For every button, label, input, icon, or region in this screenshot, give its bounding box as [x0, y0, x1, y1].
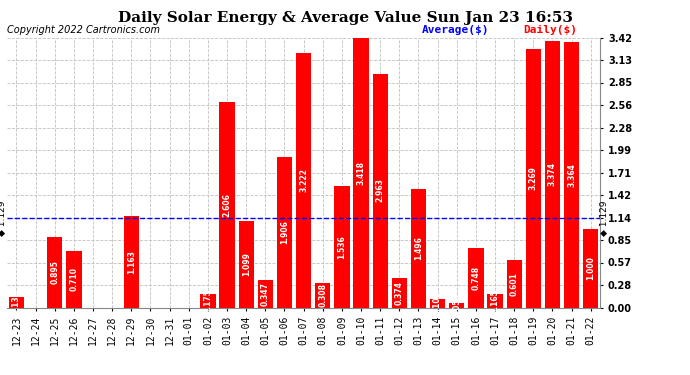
Bar	[315, 283, 331, 308]
Text: 3.364: 3.364	[567, 163, 576, 187]
Text: 1.536: 1.536	[337, 235, 346, 259]
Bar	[257, 280, 273, 308]
Bar	[353, 38, 368, 308]
Text: 1.496: 1.496	[414, 237, 423, 260]
Text: 0.130: 0.130	[12, 290, 21, 314]
Text: 0.308: 0.308	[318, 284, 327, 308]
Text: 0.748: 0.748	[471, 266, 480, 290]
Text: 2.963: 2.963	[375, 178, 384, 203]
Bar	[545, 41, 560, 308]
Text: 3.418: 3.418	[357, 160, 366, 184]
Text: 0.104: 0.104	[433, 291, 442, 315]
Bar	[506, 260, 522, 308]
Text: 3.222: 3.222	[299, 168, 308, 192]
Bar	[296, 53, 311, 307]
Bar	[277, 157, 292, 308]
Text: 1.163: 1.163	[127, 250, 136, 273]
Text: 1.000: 1.000	[586, 256, 595, 280]
Bar	[564, 42, 579, 308]
Text: 1.906: 1.906	[280, 220, 289, 244]
Bar	[47, 237, 62, 308]
Text: Daily($): Daily($)	[523, 25, 577, 35]
Text: 0.347: 0.347	[261, 282, 270, 306]
Bar	[124, 216, 139, 308]
Bar	[411, 189, 426, 308]
Text: ◆ 1.129: ◆ 1.129	[0, 201, 7, 236]
Bar	[200, 294, 215, 308]
Text: Average($): Average($)	[422, 25, 490, 35]
Bar	[392, 278, 407, 308]
Text: Copyright 2022 Cartronics.com: Copyright 2022 Cartronics.com	[7, 25, 160, 35]
Text: Daily Solar Energy & Average Value Sun Jan 23 16:53: Daily Solar Energy & Average Value Sun J…	[117, 11, 573, 25]
Text: 0.895: 0.895	[50, 260, 59, 284]
Bar	[526, 50, 541, 308]
Text: 0.058: 0.058	[452, 293, 461, 317]
Text: 3.269: 3.269	[529, 166, 538, 190]
Text: ◆ 1.129: ◆ 1.129	[600, 201, 609, 236]
Bar	[469, 249, 484, 308]
Bar	[334, 186, 350, 308]
Text: 0.601: 0.601	[510, 272, 519, 296]
Bar	[430, 299, 445, 307]
Bar	[239, 221, 254, 308]
Text: 0.165: 0.165	[491, 289, 500, 313]
Bar	[373, 74, 388, 308]
Text: 1.099: 1.099	[241, 252, 250, 276]
Bar	[583, 228, 598, 308]
Bar	[219, 102, 235, 308]
Text: 0.710: 0.710	[70, 267, 79, 291]
Text: 2.606: 2.606	[223, 193, 232, 217]
Bar	[487, 294, 503, 307]
Bar	[449, 303, 464, 307]
Text: 3.374: 3.374	[548, 162, 557, 186]
Bar	[66, 252, 81, 308]
Bar	[9, 297, 24, 307]
Text: 0.374: 0.374	[395, 281, 404, 305]
Text: 0.175: 0.175	[204, 289, 213, 312]
